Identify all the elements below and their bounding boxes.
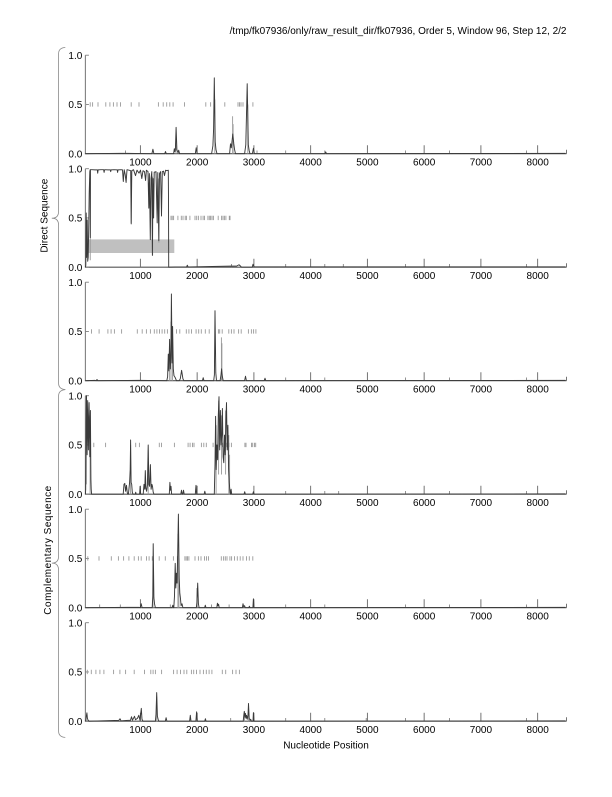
svg-text:3000: 3000 — [243, 498, 266, 509]
svg-text:0.0: 0.0 — [68, 717, 82, 728]
svg-text:4000: 4000 — [300, 725, 323, 736]
svg-text:3000: 3000 — [243, 158, 266, 169]
svg-text:2000: 2000 — [186, 385, 209, 396]
svg-text:1.0: 1.0 — [68, 278, 82, 289]
svg-text:Nucleotide Position: Nucleotide Position — [283, 741, 369, 752]
svg-text:0.5: 0.5 — [68, 100, 82, 111]
svg-text:6000: 6000 — [413, 271, 436, 282]
svg-text:6000: 6000 — [413, 725, 436, 736]
svg-text:1000: 1000 — [129, 725, 152, 736]
svg-text:3000: 3000 — [243, 271, 266, 282]
svg-text:8000: 8000 — [527, 271, 550, 282]
svg-text:8000: 8000 — [527, 498, 550, 509]
svg-text:0.5: 0.5 — [68, 327, 82, 338]
svg-text:6000: 6000 — [413, 612, 436, 623]
svg-text:6000: 6000 — [413, 158, 436, 169]
svg-text:0.0: 0.0 — [68, 263, 82, 274]
svg-text:/tmp/fk07936/only/raw_result_d: /tmp/fk07936/only/raw_result_dir/fk07936… — [230, 26, 567, 37]
svg-text:3000: 3000 — [243, 612, 266, 623]
svg-text:Complementary Sequence: Complementary Sequence — [43, 485, 54, 614]
svg-text:5000: 5000 — [356, 612, 379, 623]
svg-text:0.0: 0.0 — [68, 376, 82, 387]
svg-text:4000: 4000 — [300, 498, 323, 509]
svg-text:1.0: 1.0 — [68, 618, 82, 629]
svg-text:7000: 7000 — [470, 271, 493, 282]
svg-text:3000: 3000 — [243, 385, 266, 396]
svg-text:5000: 5000 — [356, 158, 379, 169]
svg-text:2000: 2000 — [186, 271, 209, 282]
svg-text:6000: 6000 — [413, 498, 436, 509]
svg-text:0.5: 0.5 — [68, 441, 82, 452]
svg-text:8000: 8000 — [527, 612, 550, 623]
svg-text:6000: 6000 — [413, 385, 436, 396]
svg-text:1.0: 1.0 — [68, 164, 82, 175]
svg-text:8000: 8000 — [527, 158, 550, 169]
svg-text:4000: 4000 — [300, 385, 323, 396]
svg-text:1000: 1000 — [129, 498, 152, 509]
svg-text:1000: 1000 — [129, 158, 152, 169]
svg-text:Direct Sequence: Direct Sequence — [40, 178, 51, 252]
svg-text:4000: 4000 — [300, 612, 323, 623]
svg-text:5000: 5000 — [356, 385, 379, 396]
svg-text:0.0: 0.0 — [68, 603, 82, 614]
svg-text:7000: 7000 — [470, 385, 493, 396]
svg-text:0.5: 0.5 — [68, 554, 82, 565]
svg-text:1.0: 1.0 — [68, 51, 82, 62]
svg-text:2000: 2000 — [186, 498, 209, 509]
svg-text:1.0: 1.0 — [68, 505, 82, 516]
svg-text:7000: 7000 — [470, 498, 493, 509]
svg-text:5000: 5000 — [356, 498, 379, 509]
svg-text:0.5: 0.5 — [68, 214, 82, 225]
svg-text:5000: 5000 — [356, 725, 379, 736]
svg-text:8000: 8000 — [527, 725, 550, 736]
svg-text:8000: 8000 — [527, 385, 550, 396]
svg-text:1000: 1000 — [129, 271, 152, 282]
svg-text:4000: 4000 — [300, 271, 323, 282]
svg-text:4000: 4000 — [300, 158, 323, 169]
svg-text:1000: 1000 — [129, 385, 152, 396]
svg-text:0.0: 0.0 — [68, 490, 82, 501]
svg-text:3000: 3000 — [243, 725, 266, 736]
svg-text:7000: 7000 — [470, 612, 493, 623]
svg-text:2000: 2000 — [186, 725, 209, 736]
svg-text:2000: 2000 — [186, 612, 209, 623]
svg-text:1000: 1000 — [129, 612, 152, 623]
svg-text:2000: 2000 — [186, 158, 209, 169]
svg-text:5000: 5000 — [356, 271, 379, 282]
svg-text:7000: 7000 — [470, 158, 493, 169]
svg-text:7000: 7000 — [470, 725, 493, 736]
svg-text:1.0: 1.0 — [68, 391, 82, 402]
svg-text:0.5: 0.5 — [68, 668, 82, 679]
svg-text:0.0: 0.0 — [68, 149, 82, 160]
